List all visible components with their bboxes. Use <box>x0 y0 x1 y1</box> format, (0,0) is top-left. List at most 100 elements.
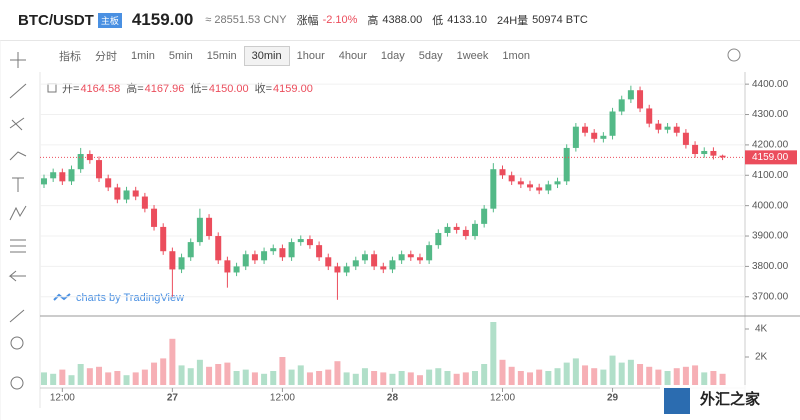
volume-bar <box>389 373 396 385</box>
volume-bar <box>572 358 579 385</box>
volume-bar <box>151 362 158 385</box>
volume-bar <box>224 362 231 385</box>
candle-body <box>41 178 47 185</box>
candle-body <box>306 239 313 246</box>
settings-icon[interactable] <box>727 48 741 62</box>
candle-body <box>114 187 121 200</box>
candle-body <box>50 172 57 179</box>
icon[interactable] <box>10 376 24 390</box>
candle-body <box>251 254 258 261</box>
candle-body <box>572 126 579 148</box>
icon[interactable] <box>9 205 27 221</box>
interval-button[interactable]: 5min <box>168 50 193 62</box>
last-price-box <box>745 150 797 165</box>
logo: 外汇之家 <box>699 390 760 408</box>
candle-body <box>334 266 341 273</box>
candle-body <box>710 150 717 156</box>
volume-bar <box>123 375 130 385</box>
interval-button[interactable]: 1mon <box>502 50 530 62</box>
x-tick-label: 12:00 <box>270 393 295 404</box>
volume-bar <box>673 368 680 385</box>
candle-body <box>471 223 478 237</box>
candle-body <box>673 126 680 133</box>
y-tick-label: 4000.00 <box>752 200 789 211</box>
candle-body <box>490 169 497 209</box>
interval-button[interactable]: 1hour <box>296 50 325 62</box>
volume-bar <box>499 359 506 385</box>
candle-body <box>398 254 405 261</box>
volume-bar <box>297 365 304 385</box>
legend-text: 高= <box>126 81 143 95</box>
y-tick-label: 4100.00 <box>752 170 789 181</box>
interval-button[interactable]: 15min <box>206 50 237 62</box>
candle-body <box>59 172 66 182</box>
label: 高 <box>367 15 379 27</box>
watermark: charts by TradingView <box>76 292 184 304</box>
interval-button[interactable]: 1week <box>456 50 489 62</box>
volume-bar <box>233 371 240 385</box>
icon[interactable] <box>12 177 24 192</box>
icon[interactable] <box>9 151 27 161</box>
volume-bar <box>527 372 534 385</box>
icon[interactable] <box>10 336 24 350</box>
icon[interactable] <box>10 52 26 68</box>
candle-body <box>646 108 653 124</box>
candle-body <box>96 160 103 179</box>
interval-button[interactable]: 5day <box>418 50 443 62</box>
candle-body <box>426 245 433 261</box>
candle-body <box>453 226 460 230</box>
volume-bar <box>361 368 368 385</box>
volume-bar <box>591 368 598 385</box>
icon[interactable] <box>9 83 27 99</box>
legend: 开= 4164.58 高= 4167.96 低= 4150.00 收= 4159.00 <box>62 81 313 95</box>
interval-button[interactable]: 分时 <box>95 51 117 63</box>
header: BTC/USDT 主板 4159.00 ≈ 28551.53 CNY 涨幅 -2… <box>0 0 800 41</box>
volume-bar <box>380 372 387 385</box>
x-tick-label: 28 <box>387 393 399 404</box>
volume-bar <box>582 365 589 385</box>
interval-button[interactable]: 30min <box>243 46 290 66</box>
icon[interactable] <box>9 309 25 323</box>
volume-bar <box>352 373 359 385</box>
volume-bar <box>490 322 497 385</box>
indicator-button[interactable]: 指标 <box>59 51 81 63</box>
candle-body <box>233 266 240 273</box>
icon[interactable] <box>9 117 25 131</box>
volume-bar <box>692 365 699 385</box>
volume-bar <box>160 358 167 385</box>
icon[interactable] <box>10 239 26 253</box>
volume-bar <box>637 364 644 385</box>
last-price-label: 4159.00 <box>752 152 789 163</box>
volume-bar <box>600 369 607 385</box>
candle-body <box>169 251 176 270</box>
interval-button[interactable]: 4hour <box>338 50 367 62</box>
icon[interactable] <box>8 270 26 282</box>
candle-body <box>618 99 625 112</box>
volume-bar <box>141 369 148 385</box>
candle-body <box>77 154 84 170</box>
interval-button[interactable]: 1day <box>380 50 405 62</box>
volume-bar <box>471 371 478 385</box>
legend-text: 收= <box>255 81 272 95</box>
volume-bar <box>710 371 717 385</box>
symbol: BTC/USDT <box>18 11 94 29</box>
candle-body <box>123 190 130 200</box>
candle-body <box>380 266 387 270</box>
volume-bar <box>536 369 543 385</box>
candle-body <box>86 154 93 161</box>
volume-bar <box>618 362 625 385</box>
volume-bar <box>371 371 378 385</box>
volume-bar <box>215 364 222 385</box>
volume-bar <box>86 368 93 385</box>
legend-text: 4159.00 <box>273 83 313 95</box>
candle-body <box>242 254 249 267</box>
interval-button[interactable]: 1min <box>131 50 155 62</box>
candle-body <box>682 132 689 145</box>
candle-body <box>206 217 213 237</box>
legend-text: 4164.58 <box>80 83 120 95</box>
candle-body <box>664 126 671 130</box>
candle-body <box>536 187 543 191</box>
candle-body <box>343 266 350 273</box>
volume: 50974 BTC <box>532 14 588 26</box>
